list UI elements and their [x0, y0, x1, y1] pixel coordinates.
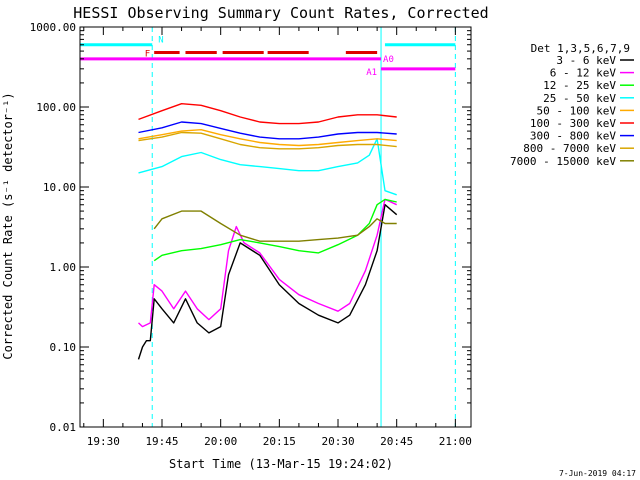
legend-label-7: 800 - 7000 keV — [523, 142, 616, 155]
y-tick-label-5: 1000.00 — [30, 21, 76, 34]
chart-title: HESSI Observing Summary Count Rates, Cor… — [73, 4, 488, 22]
legend-label-6: 300 - 800 keV — [530, 130, 616, 143]
y-tick-label-2: 1.00 — [50, 261, 77, 274]
x-tick-label-2: 20:00 — [204, 435, 237, 448]
legend-label-5: 100 - 300 keV — [530, 117, 616, 130]
annotation-label-F: F — [145, 50, 150, 60]
plot-frame — [79, 26, 472, 428]
series-line-7 — [138, 131, 397, 150]
legend-label-4: 50 - 100 keV — [537, 104, 617, 117]
series-line-4 — [138, 128, 397, 147]
x-tick-label-3: 20:15 — [263, 435, 296, 448]
legend-label-8: 7000 - 15000 keV — [510, 155, 616, 168]
annotation-label-A1: A1 — [366, 68, 377, 78]
legend-label-1: 6 - 12 keV — [550, 67, 617, 80]
series-line-6 — [138, 121, 397, 140]
legend-label-3: 25 - 50 keV — [543, 92, 616, 105]
series-line-1 — [138, 198, 397, 328]
y-tick-label-3: 10.00 — [43, 181, 76, 194]
footer-date: 7-Jun-2019 04:17 — [559, 469, 636, 478]
x-tick-label-6: 21:00 — [439, 435, 472, 448]
series-line-0 — [137, 203, 398, 360]
y-tick-label-1: 0.10 — [50, 341, 77, 354]
series-line-8 — [153, 210, 397, 242]
annotation-label-N: N — [158, 36, 163, 46]
y-tick-label-4: 100.00 — [36, 101, 76, 114]
legend-title: Det 1,3,5,6,7,9 — [531, 42, 630, 55]
annotation-label-A0: A0 — [383, 55, 394, 65]
legend-label-2: 12 - 25 keV — [543, 79, 616, 92]
x-tick-label-0: 19:30 — [87, 435, 120, 448]
x-axis-label: Start Time (13-Mar-15 19:24:02) — [169, 457, 393, 471]
y-axis-label: Corrected Count Rate (s⁻¹ detector⁻¹) — [1, 92, 15, 359]
series-line-3 — [138, 138, 397, 196]
series-lines — [137, 102, 398, 360]
y-tick-label-0: 0.01 — [50, 421, 77, 434]
series-line-5 — [138, 102, 397, 125]
x-tick-label-1: 19:45 — [145, 435, 178, 448]
axes: 0.01 0.10 1.00 10.00 100.00 1000.00 19:30 19:45… — [30, 21, 472, 448]
x-tick-label-5: 20:45 — [380, 435, 413, 448]
series-line-2 — [153, 198, 397, 262]
x-tick-label-4: 20:30 — [321, 435, 354, 448]
legend-label-0: 3 - 6 keV — [556, 54, 616, 67]
